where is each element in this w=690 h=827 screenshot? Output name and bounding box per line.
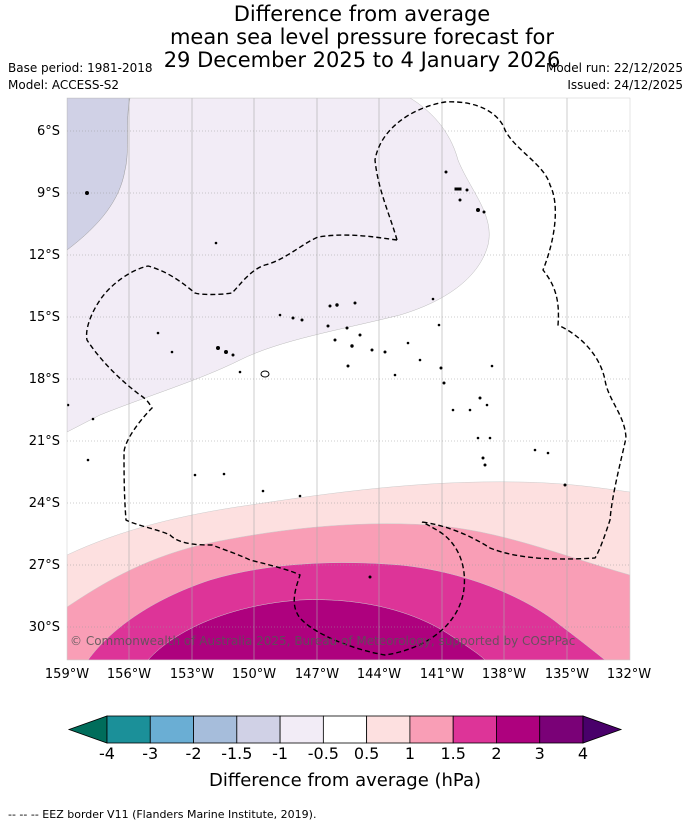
title-line-1: Difference from average [233, 2, 491, 26]
colorbar-tick-label: 2 [491, 744, 502, 763]
lat-label-15s: 15°S [28, 310, 60, 325]
lon-label-159w: 159°W [44, 667, 90, 682]
lat-label-6s: 6°S [36, 124, 60, 139]
contour-fill-2 [147, 599, 486, 660]
lon-label-150w: 150°W [231, 667, 277, 682]
colorbar-segment [539, 715, 584, 744]
eez-borders [85, 101, 627, 656]
map-border [66, 97, 631, 661]
lat-label-30s: 30°S [28, 620, 60, 635]
lat-label-21s: 21°S [28, 434, 60, 449]
lon-label-138w: 138°W [481, 667, 527, 682]
gridlines [67, 130, 630, 628]
lon-label-144w: 144°W [356, 667, 402, 682]
lon-label-156w: 156°W [106, 667, 152, 682]
colorbar-segment [106, 715, 151, 744]
colorbar-segment [236, 715, 281, 744]
colorbar-extend-low [67, 715, 108, 744]
model-run: Model run: 22/12/2025 [545, 61, 683, 75]
colorbar-tick-label: -1 [272, 744, 289, 763]
issued-date: Issued: 24/12/2025 [567, 78, 683, 92]
contour-fill-minus-1 [67, 98, 131, 251]
colorbar-tick-label: -0.5 [307, 744, 339, 763]
meridians [128, 98, 568, 660]
colorbar [67, 715, 623, 744]
title-line-3: 29 December 2025 to 4 January 2026 [163, 48, 561, 72]
lat-label-12s: 12°S [28, 248, 60, 263]
contour-fill-minus-0.5 [67, 98, 490, 433]
colorbar-segment [193, 715, 238, 744]
colorbar-title: Difference from average (hPa) [208, 770, 482, 791]
lon-label-132w: 132°W [606, 667, 652, 682]
map-frame [67, 98, 630, 660]
colorbar-tick-label: 0.5 [353, 744, 380, 763]
base-period: Base period: 1981-2018 [8, 61, 153, 75]
colorbar-segment [452, 715, 497, 744]
colorbar-tick-label: 1 [404, 744, 415, 763]
colorbar-tick-label: 1.5 [440, 744, 466, 763]
colorbar-tick-label: -4 [99, 744, 115, 763]
colorbar-segment [366, 715, 411, 744]
lon-label-135w: 135°W [544, 667, 590, 682]
colorbar-tick-label: -3 [142, 744, 159, 763]
lon-label-141w: 141°W [419, 667, 465, 682]
eez-border-cook-islands [85, 234, 466, 656]
colorbar-segment [409, 715, 454, 744]
colorbar-tick-label: 4 [577, 744, 589, 763]
lon-label-147w: 147°W [294, 667, 340, 682]
colorbar-extend-high [582, 715, 623, 744]
lagoon-atoll [260, 370, 270, 378]
islands [67, 170, 567, 579]
lon-label-153w: 153°W [169, 667, 215, 682]
lat-label-18s: 18°S [28, 372, 60, 387]
colorbar-segment [279, 715, 324, 744]
copyright-notice: © Commonwealth of Australia 2025, Bureau… [70, 634, 576, 648]
colorbar-segment [149, 715, 194, 744]
title-line-2: mean sea level pressure forecast for [169, 25, 555, 49]
model-name: Model: ACCESS-S2 [8, 78, 120, 92]
colorbar-tick-label: -2 [185, 744, 202, 763]
colorbar-segment [322, 715, 368, 744]
colorbar-tick-label: 3 [534, 744, 545, 763]
lat-label-9s: 9°S [36, 186, 60, 201]
lat-label-24s: 24°S [28, 496, 60, 511]
colorbar-tick-label: -1.5 [221, 744, 253, 763]
eez-footnote: -- -- -- EEZ border V11 (Flanders Marine… [8, 808, 317, 821]
colorbar-segment [496, 715, 541, 744]
eez-border-french-polynesia [374, 101, 627, 560]
lat-label-27s: 27°S [28, 558, 60, 573]
